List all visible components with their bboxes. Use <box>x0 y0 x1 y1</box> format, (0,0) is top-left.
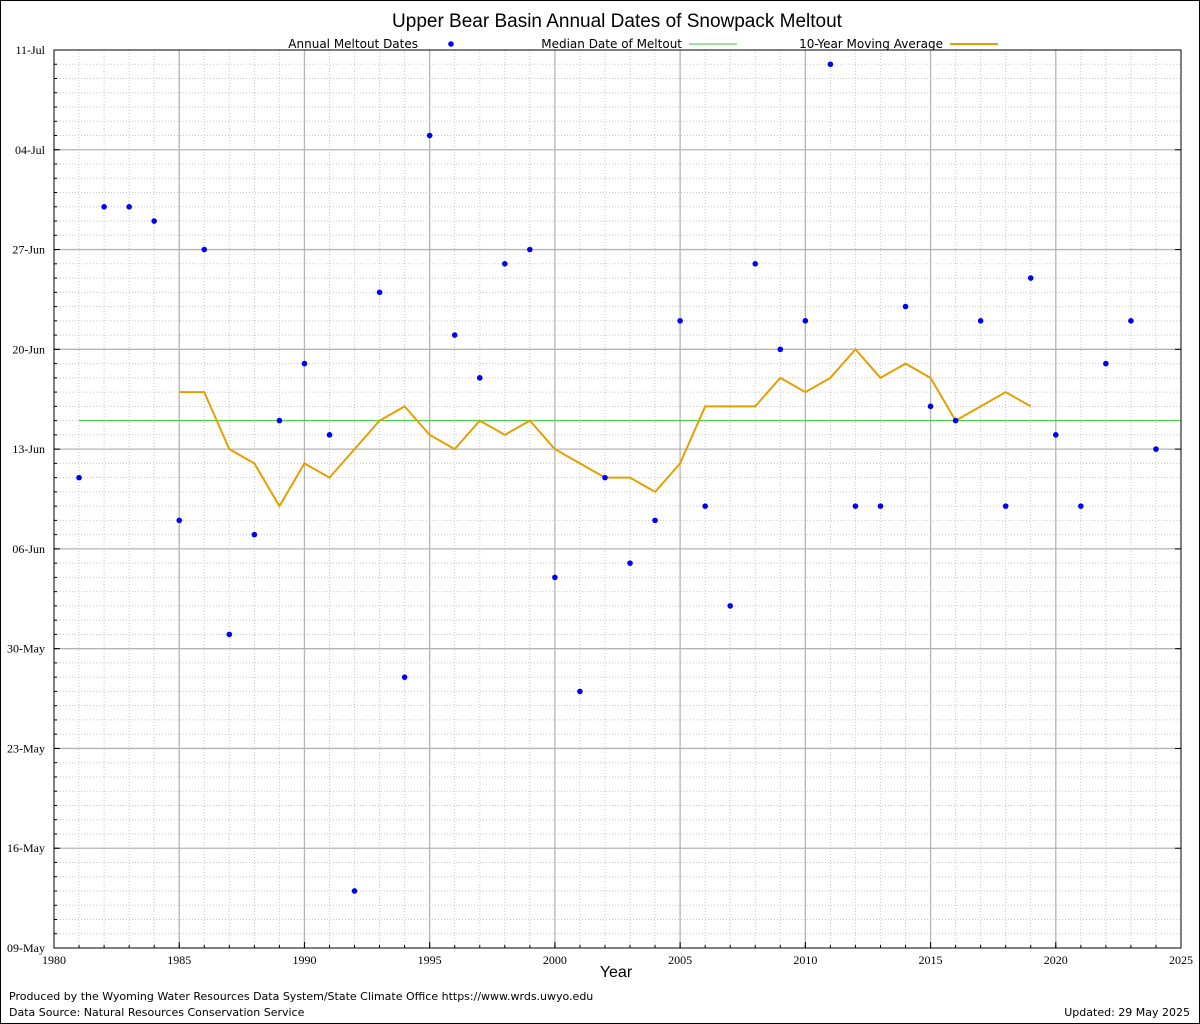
legend-label-average: 10-Year Moving Average <box>799 37 943 51</box>
y-tick-label: 23-May <box>7 741 45 755</box>
series-layer <box>76 61 1181 894</box>
footer-produced-by: Produced by the Wyoming Water Resources … <box>9 990 594 1003</box>
y-tick-label: 20-Jun <box>12 342 45 356</box>
meltout-point <box>752 261 759 267</box>
y-tick-label: 09-May <box>7 941 45 955</box>
y-tick-label: 11-Jul <box>15 43 45 57</box>
y-tick-label: 13-Jun <box>12 442 45 456</box>
y-tick-label: 16-May <box>7 841 45 855</box>
meltout-point <box>1002 503 1009 509</box>
meltout-point <box>952 417 959 424</box>
meltout-point <box>727 603 733 609</box>
x-tick-label: 1995 <box>418 953 442 967</box>
x-tick-label: 1990 <box>292 953 316 967</box>
meltout-point <box>977 318 984 324</box>
y-tick-label: 30-May <box>7 642 45 656</box>
meltout-point <box>552 574 558 581</box>
meltout-point <box>802 318 809 324</box>
meltout-point <box>877 503 884 509</box>
chart-title: Upper Bear Basin Annual Dates of Snowpac… <box>392 11 843 32</box>
x-tick-label: 2005 <box>668 953 692 967</box>
meltout-point <box>627 560 633 566</box>
meltout-point <box>1027 275 1034 281</box>
meltout-point <box>451 332 458 338</box>
major-grid <box>54 50 1181 948</box>
meltout-point <box>827 61 834 68</box>
y-tick-label: 27-Jun <box>12 243 45 257</box>
meltout-point <box>126 203 132 210</box>
y-tick-label: 06-Jun <box>12 542 45 556</box>
meltout-point <box>151 218 157 224</box>
x-tick-label: 1980 <box>42 953 66 967</box>
meltout-point <box>251 531 258 538</box>
meltout-point <box>902 303 909 310</box>
meltout-point <box>351 888 358 894</box>
meltout-point <box>502 261 508 267</box>
legend-label-median: Median Date of Meltout <box>541 37 682 51</box>
meltout-point <box>376 289 383 296</box>
meltout-point <box>652 517 658 524</box>
meltout-point <box>927 403 934 410</box>
minor-grid <box>54 50 1181 948</box>
x-tick-label: 2015 <box>919 953 943 967</box>
plot-border <box>53 49 1182 949</box>
meltout-point <box>1052 432 1059 438</box>
x-tick-label: 2020 <box>1044 953 1068 967</box>
meltout-point <box>401 674 408 680</box>
axis-ticks: 1980 1985 1990 1995 2000 2005 2010 2015 2020 2025… <box>7 43 1193 967</box>
meltout-point <box>1078 503 1084 509</box>
meltout-point <box>276 417 283 424</box>
footer-data-source: Data Source: Natural Resources Conservat… <box>9 1006 305 1019</box>
x-tick-label: 2000 <box>543 953 567 967</box>
legend-marker-meltout <box>448 41 454 47</box>
meltout-point <box>76 474 82 481</box>
meltout-point <box>1153 446 1159 452</box>
meltout-point <box>577 688 583 695</box>
meltout-point <box>226 631 233 638</box>
meltout-point <box>1128 318 1134 324</box>
meltout-point <box>677 318 683 324</box>
x-tick-label: 1985 <box>167 953 191 967</box>
footer-updated: Updated: 29 May 2025 <box>1064 1006 1190 1019</box>
meltout-point <box>326 432 333 438</box>
legend-label-meltout: Annual Meltout Dates <box>288 37 418 51</box>
meltout-point <box>176 517 183 524</box>
meltout-point <box>702 503 708 509</box>
x-axis-label: Year <box>600 964 633 981</box>
meltout-point <box>527 246 533 253</box>
meltout-point <box>1103 360 1109 367</box>
meltout-point <box>301 360 308 367</box>
y-tick-label: 04-Jul <box>15 143 46 157</box>
meltout-point <box>852 503 859 509</box>
x-tick-label: 2025 <box>1169 953 1193 967</box>
meltout-point <box>476 375 483 381</box>
meltout-point <box>777 346 784 353</box>
legend: Annual Meltout Dates Median Date of Melto… <box>288 37 998 51</box>
meltout-point <box>426 132 433 139</box>
meltout-point <box>201 246 208 253</box>
x-tick-label: 2010 <box>793 953 817 967</box>
meltout-point <box>602 474 608 481</box>
meltout-point <box>101 203 107 210</box>
